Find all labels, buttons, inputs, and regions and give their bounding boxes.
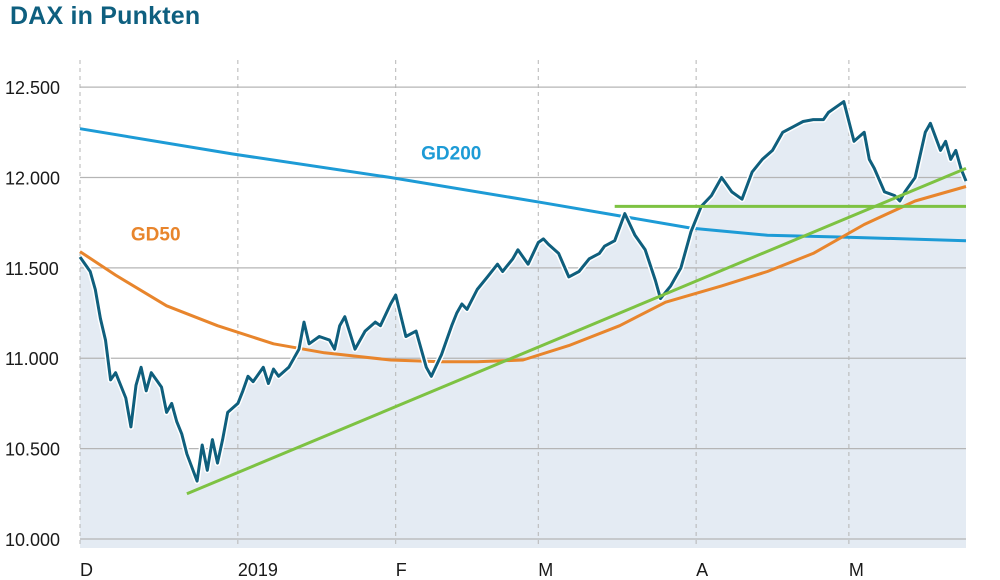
- gd200-annotation: GD200: [421, 143, 481, 164]
- y-tick-label: 10.000: [5, 530, 60, 550]
- x-tick-label: A: [696, 560, 708, 580]
- x-tick-label: F: [396, 560, 407, 580]
- chart-title: DAX in Punkten: [10, 2, 201, 30]
- gd50-line: [79, 185, 967, 364]
- y-tick-label: 11.000: [5, 349, 59, 369]
- area-fill-layer: [80, 101, 966, 548]
- gd200-line: [79, 127, 967, 243]
- x-tick-label: M: [849, 560, 864, 580]
- y-tick-label: 12.000: [5, 168, 60, 188]
- y-tick-label: 10.500: [5, 440, 60, 460]
- dax-area: [80, 101, 966, 548]
- y-tick-label: 11.500: [5, 259, 59, 279]
- x-tick-label: D: [80, 560, 93, 580]
- series-layer: [77, 98, 969, 496]
- label-layer: 12.500 12.000 11.500 11.000 10.500 10.000 D 201…: [5, 78, 864, 580]
- gd50-annotation: GD50: [131, 225, 181, 246]
- x-tick-label: M: [538, 560, 553, 580]
- x-tick-label: 2019: [238, 560, 278, 580]
- grid-layer: [79, 60, 966, 548]
- y-tick-label: 12.500: [5, 78, 60, 98]
- rising-trendline: [186, 167, 967, 496]
- dax-line: [78, 100, 968, 483]
